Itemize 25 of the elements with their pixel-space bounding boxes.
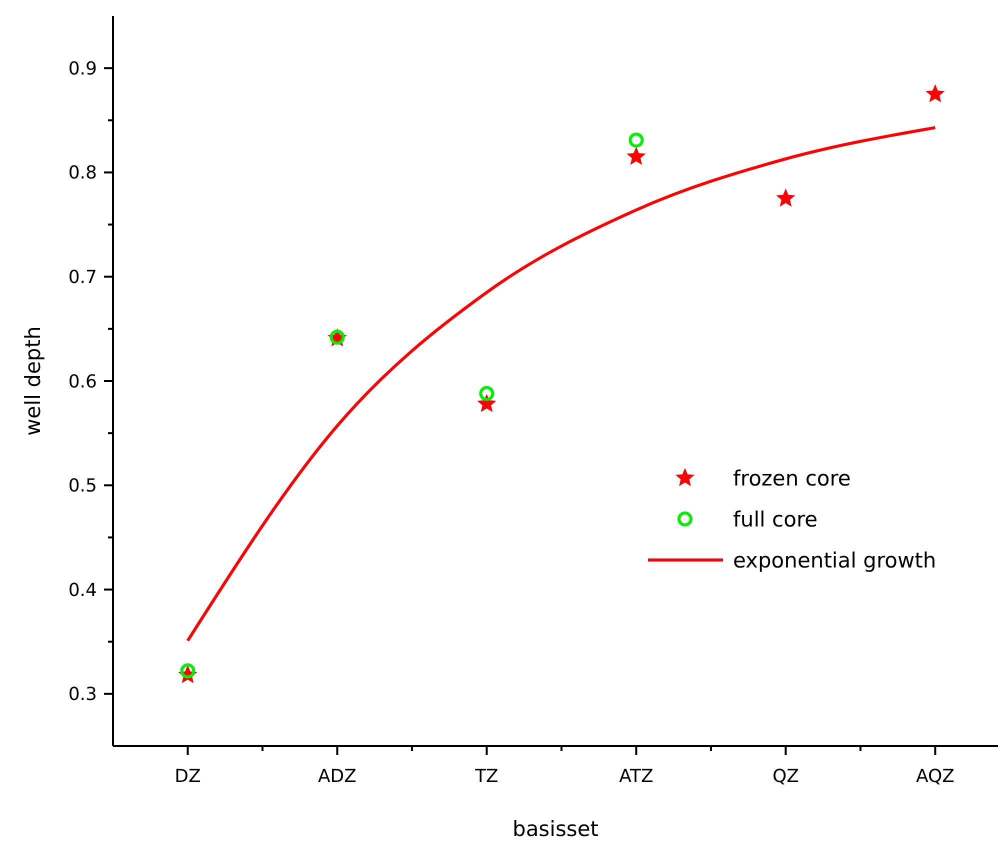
- y-tick-label: 0.3: [68, 684, 97, 706]
- y-tick-label: 0.6: [68, 371, 97, 392]
- point: [479, 386, 494, 402]
- x-tick-label: ATZ: [619, 766, 654, 787]
- x-axis-title: basisset: [512, 817, 599, 841]
- x-tick-label: ADZ: [318, 766, 356, 787]
- point: [628, 132, 644, 148]
- line-series: [186, 126, 937, 642]
- point: [477, 394, 496, 412]
- point: [776, 188, 796, 207]
- x-tick-label: AQZ: [916, 766, 954, 787]
- y-axis-title: well depth: [21, 326, 45, 436]
- y-tick-label: 0.7: [68, 267, 97, 288]
- legend-label: full core: [733, 507, 818, 532]
- legend-label: frozen core: [733, 466, 851, 490]
- legend-label: exponential growth: [733, 548, 936, 572]
- x-tick-label: DZ: [174, 766, 201, 787]
- x-tick-label: TZ: [474, 766, 498, 787]
- point: [626, 146, 646, 165]
- point: [926, 84, 945, 102]
- y-tick-label: 0.9: [68, 58, 97, 80]
- y-tick-label: 0.5: [68, 476, 97, 497]
- x-tick-label: QZ: [772, 766, 799, 787]
- y-tick-label: 0.8: [68, 162, 97, 184]
- y-tick-label: 0.4: [68, 580, 97, 601]
